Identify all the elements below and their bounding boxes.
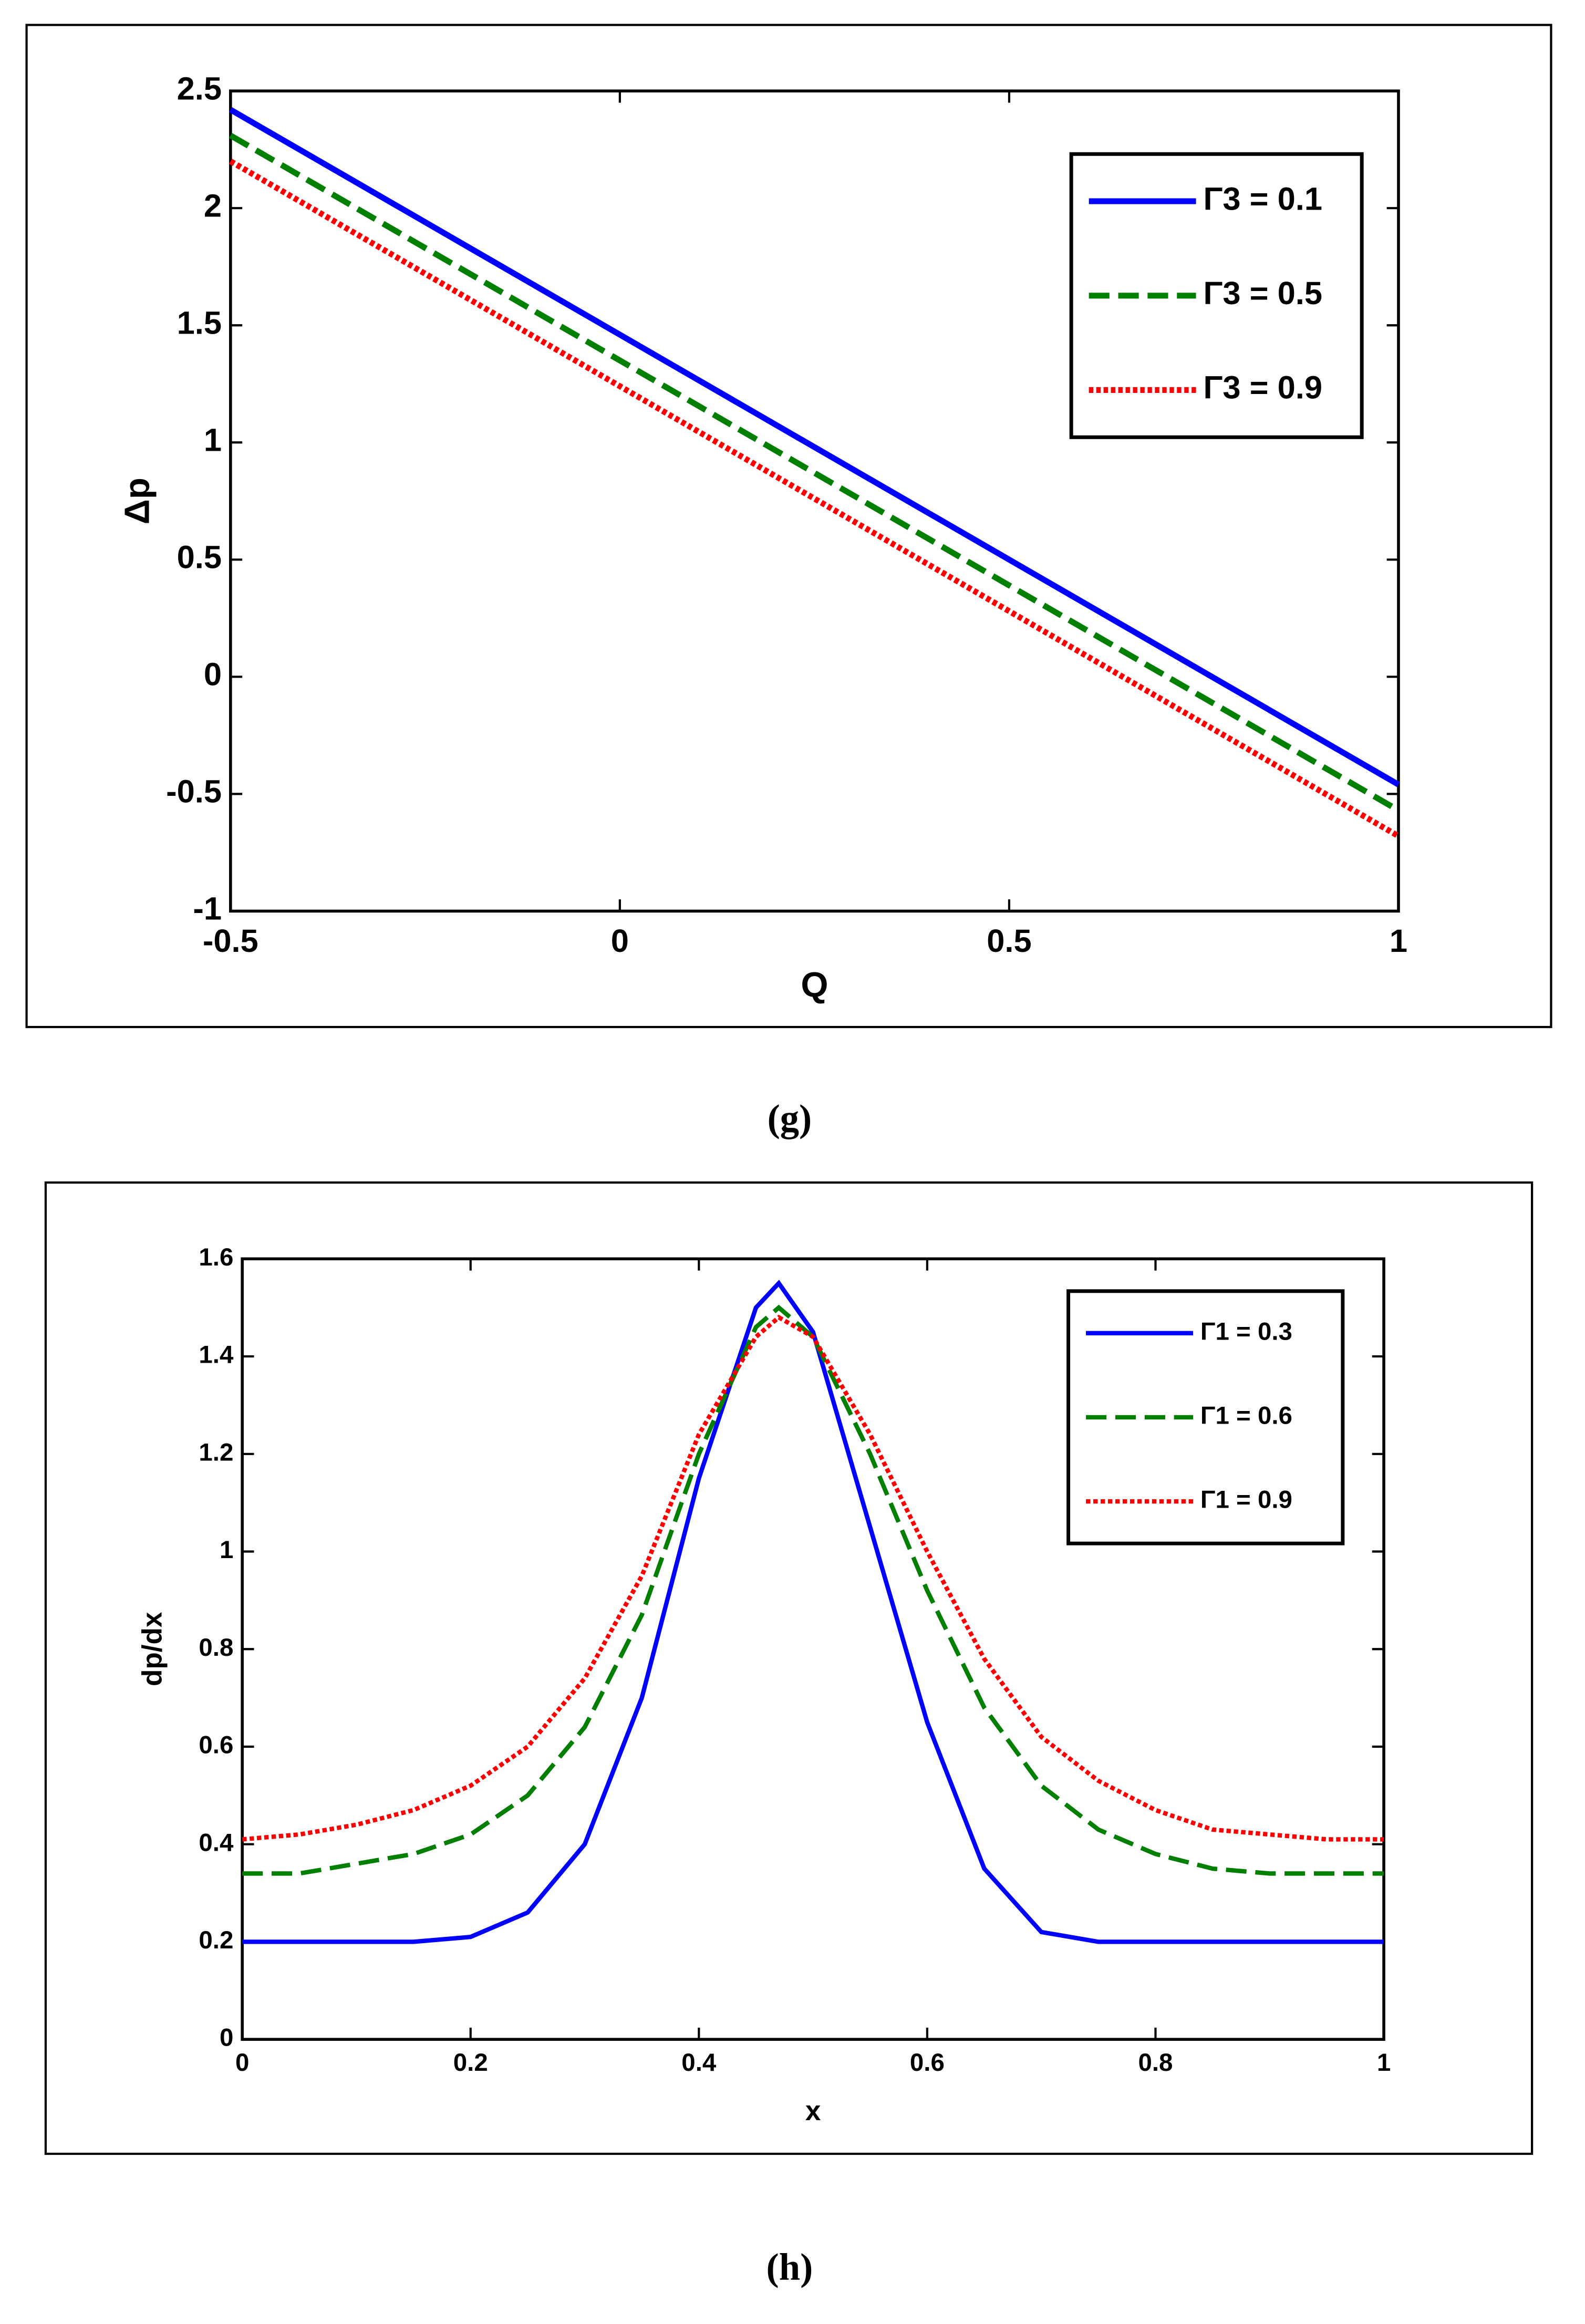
caption: (h)	[766, 2246, 813, 2288]
y-tick-label: 0.5	[177, 540, 222, 576]
y-tick-label: 1.5	[177, 305, 222, 341]
x-tick-label: -0.5	[203, 923, 258, 959]
legend-label: Γ1 = 0.9	[1200, 1486, 1292, 1514]
series-line	[229, 133, 1400, 813]
y-axis-label: Δp	[117, 478, 157, 524]
series-line	[242, 1280, 1384, 1944]
y-tick-label: 0	[204, 657, 222, 693]
x-tick-label: 0	[235, 2049, 249, 2077]
x-tick-label: 0.8	[1138, 2049, 1173, 2077]
x-tick-label: 0.4	[681, 2049, 717, 2077]
legend-label: Γ1 = 0.6	[1200, 1402, 1292, 1430]
y-tick-label: 0.8	[199, 1634, 233, 1662]
legend-label: Γ3 = 0.1	[1204, 181, 1323, 217]
y-tick-label: 2.5	[177, 70, 222, 107]
y-tick-label: 1.4	[199, 1341, 234, 1369]
series-line	[229, 107, 1400, 787]
y-tick-label: 0.2	[199, 1926, 233, 1954]
y-tick-label: 1	[204, 422, 222, 459]
x-tick-label: 1	[1377, 2049, 1391, 2077]
y-tick-label: -0.5	[166, 774, 222, 810]
legend-label: Γ3 = 0.5	[1204, 275, 1323, 312]
x-tick-label: 0	[611, 923, 629, 959]
y-tick-label: 0	[220, 2024, 233, 2052]
panel-frame	[25, 24, 1552, 1029]
legend-label: Γ1 = 0.3	[1200, 1317, 1292, 1345]
y-axis-label: dp/dx	[137, 1612, 168, 1686]
series-line	[242, 1304, 1384, 1876]
y-tick-label: 0.4	[199, 1829, 234, 1856]
x-tick-label: 0.5	[987, 923, 1031, 959]
x-axis-label: Q	[801, 965, 828, 1004]
y-tick-label: 2	[204, 188, 222, 224]
x-tick-label: 0.6	[910, 2049, 945, 2077]
panel-frame	[44, 1181, 1534, 2155]
x-tick-label: 0.2	[453, 2049, 488, 2077]
y-tick-label: 0.6	[199, 1731, 233, 1759]
x-tick-label: 1	[1390, 923, 1407, 959]
series-line	[229, 159, 1400, 839]
y-tick-label: -1	[193, 891, 222, 927]
x-axis-label: x	[805, 2095, 821, 2126]
caption: (g)	[768, 1097, 812, 1139]
y-tick-label: 1	[220, 1536, 233, 1564]
y-tick-label: 1.2	[199, 1438, 233, 1466]
legend-label: Γ3 = 0.9	[1204, 370, 1323, 406]
y-tick-label: 1.6	[199, 1243, 233, 1271]
